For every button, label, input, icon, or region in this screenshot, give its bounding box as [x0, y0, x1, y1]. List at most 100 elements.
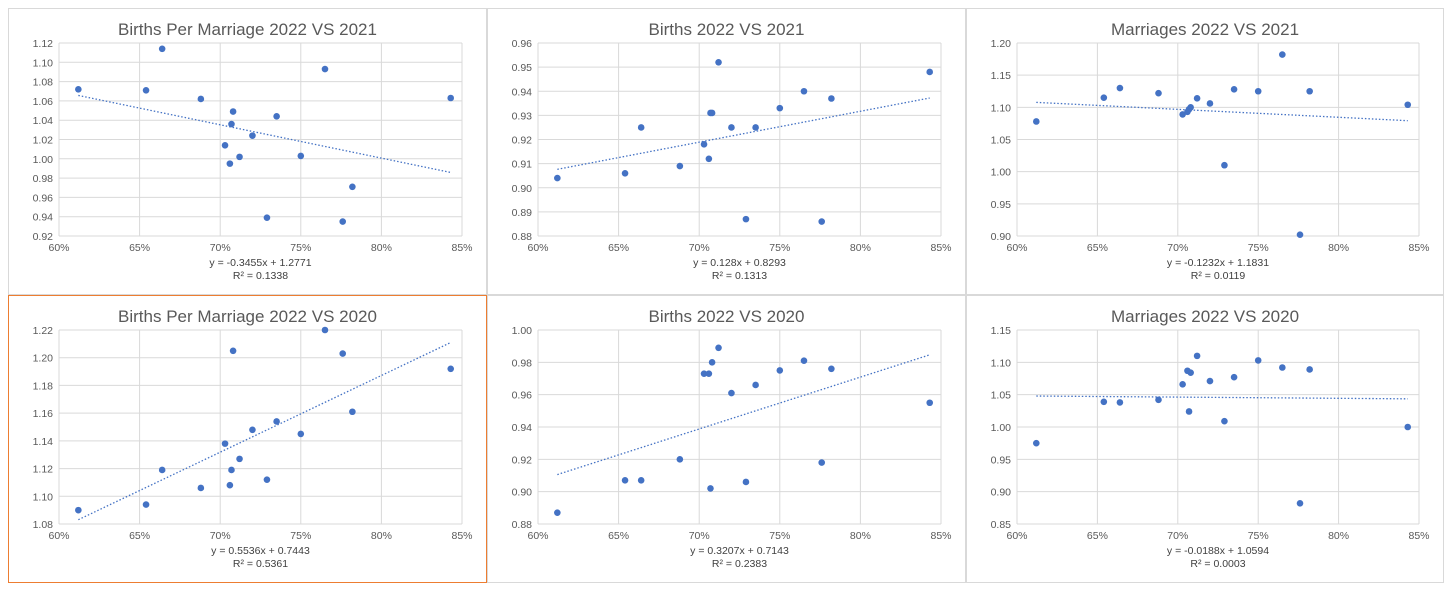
y-tick-label: 1.08: [33, 77, 54, 89]
chart-births-per-marriage-2022-vs-2020[interactable]: Births Per Marriage 2022 VS 2020 60% 65% 70…: [8, 295, 487, 583]
chart-marriages-2022-vs-2020[interactable]: Marriages 2022 VS 2020 60% 65% 70% 75% 80% 85%…: [966, 295, 1444, 583]
data-point: [339, 218, 347, 225]
data-point: [297, 152, 305, 160]
x-tick-label: 80%: [371, 530, 392, 542]
chart-births-2022-vs-2021[interactable]: Births 2022 VS 2021 60% 65% 70% 75% 80% 85% 0.8…: [487, 8, 966, 295]
y-tick-label: 0.98: [33, 173, 54, 185]
data-point: [1179, 111, 1186, 118]
x-tick-label: 80%: [1328, 530, 1349, 542]
x-tick-label: 70%: [689, 530, 710, 542]
data-point: [1116, 84, 1124, 92]
data-point: [1254, 357, 1262, 364]
data-point: [676, 162, 684, 170]
data-point: [1179, 381, 1186, 388]
data-point: [228, 120, 235, 128]
data-point: [554, 174, 561, 182]
chart-title: Births 2022 VS 2021: [649, 20, 805, 39]
data-point: [229, 347, 237, 355]
chart-svg: Births Per Marriage 2022 VS 2020 60% 65% 70…: [33, 307, 473, 570]
y-tick-label: 1.20: [33, 353, 54, 365]
data-point: [321, 326, 329, 334]
trendline-r-squared: R² = 0.1338: [233, 270, 288, 282]
x-tick-label: 60%: [527, 530, 548, 542]
data-point: [708, 109, 716, 117]
x-tick-label: 60%: [1006, 242, 1027, 254]
x-tick-label: 85%: [1408, 242, 1429, 254]
data-point: [554, 509, 561, 516]
data-point: [273, 418, 280, 425]
x-tick-label: 60%: [527, 242, 548, 254]
data-point: [742, 215, 750, 223]
data-point: [1032, 439, 1040, 447]
y-tick-label: 0.90: [512, 487, 533, 499]
x-tick-label: 75%: [769, 242, 790, 254]
data-point: [715, 59, 722, 66]
chart-title: Births Per Marriage 2022 VS 2020: [118, 307, 377, 326]
trendline-equation: y = 0.128x + 0.8293: [693, 257, 786, 269]
data-point: [828, 95, 835, 102]
data-point: [700, 141, 708, 148]
y-tick-label: 1.05: [991, 390, 1012, 402]
y-tick-label: 0.94: [512, 86, 533, 98]
data-point: [236, 455, 243, 463]
data-point: [1100, 398, 1108, 406]
data-point: [621, 169, 629, 177]
y-tick-label: 1.15: [991, 325, 1012, 337]
data-point: [818, 459, 826, 466]
data-point: [349, 183, 356, 191]
data-point: [1221, 417, 1228, 425]
data-point: [1296, 231, 1304, 239]
x-tick-label: 70%: [689, 242, 710, 254]
data-point: [263, 476, 271, 483]
data-point: [349, 408, 356, 416]
trendline: [78, 94, 451, 174]
trendline-equation: y = 0.5536x + 0.7443: [211, 545, 310, 557]
y-tick-label: 1.18: [33, 380, 54, 392]
chart-births-2022-vs-2020[interactable]: Births 2022 VS 2020 60% 65% 70% 75% 80% 85% 0.8…: [487, 295, 966, 583]
x-tick-label: 65%: [1087, 242, 1108, 254]
data-point: [742, 478, 750, 486]
y-tick-label: 0.98: [512, 357, 533, 369]
data-point: [339, 350, 347, 357]
data-point: [707, 485, 714, 492]
x-tick-label: 75%: [1248, 242, 1269, 254]
y-tick-label: 0.90: [512, 183, 533, 195]
y-tick-label: 1.00: [991, 422, 1012, 434]
y-tick-label: 1.10: [991, 102, 1012, 114]
data-point: [752, 124, 759, 131]
x-tick-label: 70%: [1167, 242, 1188, 254]
y-tick-label: 0.96: [33, 192, 54, 204]
y-tick-label: 0.94: [33, 212, 54, 224]
chart-births-per-marriage-2022-vs-2021[interactable]: Births Per Marriage 2022 VS 2021 60% 65% 70…: [8, 8, 487, 295]
data-point: [676, 456, 684, 463]
data-point: [705, 370, 713, 377]
x-tick-label: 65%: [608, 242, 629, 254]
trendline-r-squared: R² = 0.0119: [1191, 270, 1246, 282]
data-point: [236, 153, 243, 161]
x-tick-label: 80%: [850, 530, 871, 542]
y-tick-label: 1.00: [512, 325, 533, 337]
data-point: [273, 113, 280, 120]
data-point: [1187, 369, 1194, 376]
trendline-equation: y = -0.3455x + 1.2771: [209, 257, 311, 269]
y-tick-label: 0.92: [512, 454, 533, 466]
y-tick-label: 1.16: [33, 408, 54, 420]
data-point: [229, 108, 237, 115]
x-tick-label: 60%: [48, 242, 69, 254]
data-point: [321, 65, 329, 73]
y-tick-label: 0.91: [512, 159, 533, 171]
data-point: [1206, 377, 1214, 385]
y-tick-label: 0.96: [512, 390, 533, 402]
data-point: [297, 430, 305, 438]
x-tick-label: 75%: [769, 530, 790, 542]
chart-title: Births 2022 VS 2020: [649, 307, 805, 326]
chart-svg: Births 2022 VS 2020 60% 65% 70% 75% 80% 85% 0.8…: [512, 307, 952, 570]
y-tick-label: 1.22: [33, 325, 54, 337]
y-tick-label: 0.92: [33, 231, 54, 243]
data-point: [926, 68, 934, 76]
x-tick-label: 65%: [129, 242, 150, 254]
data-point: [828, 365, 835, 373]
data-point: [158, 45, 166, 53]
data-point: [1230, 86, 1238, 93]
chart-marriages-2022-vs-2021[interactable]: Marriages 2022 VS 2021 60% 65% 70% 75% 80% 85%…: [966, 8, 1444, 295]
